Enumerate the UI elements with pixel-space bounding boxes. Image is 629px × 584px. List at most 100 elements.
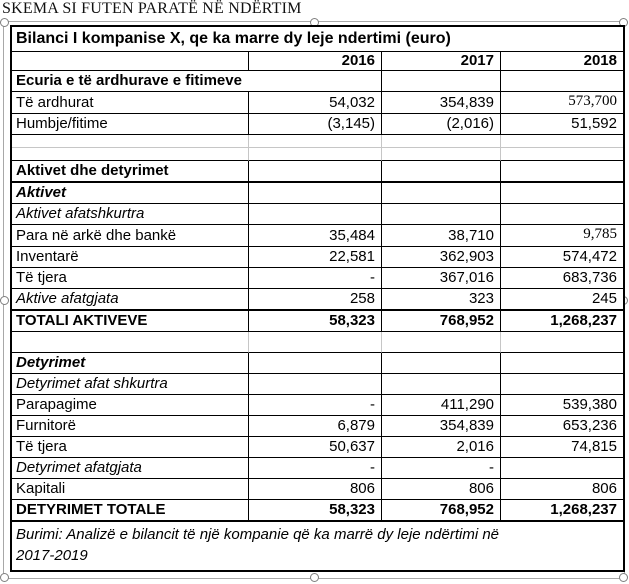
value-2017: - bbox=[382, 458, 501, 479]
selection-handle-bottom-left[interactable] bbox=[0, 573, 9, 582]
row-label: Para në arkë dhe bankë bbox=[12, 225, 249, 247]
row-label: Parapagime bbox=[12, 395, 249, 416]
value-2018: 1,268,237 bbox=[501, 311, 623, 332]
separator-row bbox=[12, 148, 623, 161]
empty-cell bbox=[382, 71, 501, 92]
value-2016: 806 bbox=[249, 479, 382, 500]
table-row: Të tjera 50,637 2,016 74,815 bbox=[12, 437, 623, 458]
balance-sheet-table[interactable]: Bilanci I kompanise X, qe ka marre dy le… bbox=[10, 25, 625, 572]
table-row: Detyrimet bbox=[12, 353, 623, 374]
source-note: Burimi: Analizë e bilancit të një kompan… bbox=[12, 522, 623, 570]
value-2018: 245 bbox=[501, 289, 623, 311]
table-row: Detyrimet afatgjata - - bbox=[12, 458, 623, 479]
value-2016: 50,637 bbox=[249, 437, 382, 458]
selection-handle-middle-left[interactable] bbox=[0, 296, 9, 305]
table-row: Të ardhurat 54,032 354,839 573,700 bbox=[12, 92, 623, 114]
empty-cell bbox=[382, 204, 501, 225]
table-row: Parapagime - 411,290 539,380 bbox=[12, 395, 623, 416]
section-label-current-liabilities: Detyrimet afat shkurtra bbox=[12, 374, 249, 395]
value-2016: - bbox=[249, 395, 382, 416]
row-label: Aktive afatgjata bbox=[12, 289, 249, 311]
value-2016: 258 bbox=[249, 289, 382, 311]
row-label: Kapitali bbox=[12, 479, 249, 500]
value-2018: 653,236 bbox=[501, 416, 623, 437]
value-2017: (2,016) bbox=[382, 114, 501, 135]
table-row: Detyrimet afat shkurtra bbox=[12, 374, 623, 395]
empty-cell bbox=[249, 183, 382, 204]
section-label-assets: Aktivet bbox=[12, 183, 249, 204]
empty-cell bbox=[12, 332, 249, 353]
value-2017: 354,839 bbox=[382, 92, 501, 114]
row-label: Të tjera bbox=[12, 268, 249, 289]
empty-cell bbox=[382, 332, 501, 353]
value-2016: 35,484 bbox=[249, 225, 382, 247]
empty-cell bbox=[501, 332, 623, 353]
table-row: Aktive afatgjata 258 323 245 bbox=[12, 289, 623, 311]
table-row: Furnitorë 6,879 354,839 653,236 bbox=[12, 416, 623, 437]
value-2016: 58,323 bbox=[249, 311, 382, 332]
value-2018: 1,268,237 bbox=[501, 500, 623, 522]
row-label: Të tjera bbox=[12, 437, 249, 458]
table-row: Bilanci I kompanise X, qe ka marre dy le… bbox=[12, 27, 623, 52]
value-2017: 411,290 bbox=[382, 395, 501, 416]
empty-cell bbox=[501, 374, 623, 395]
value-2018: 683,736 bbox=[501, 268, 623, 289]
table-row: 2016 2017 2018 bbox=[12, 52, 623, 71]
source-note-line1: Burimi: Analizë e bilancit të një kompan… bbox=[16, 526, 500, 543]
table-row: Humbje/fitime (3,145) (2,016) 51,592 bbox=[12, 114, 623, 135]
empty-cell bbox=[249, 204, 382, 225]
source-note-line2: 2017-2019 bbox=[16, 547, 88, 564]
section-label-longterm-liabilities: Detyrimet afatgjata bbox=[12, 458, 249, 479]
table-row: Aktivet afatshkurtra bbox=[12, 204, 623, 225]
empty-cell bbox=[501, 204, 623, 225]
section-label-assets-liabilities: Aktivet dhe detyrimet bbox=[12, 161, 249, 183]
separator-row bbox=[12, 332, 623, 353]
value-2017: 367,016 bbox=[382, 268, 501, 289]
col-header-2016: 2016 bbox=[249, 52, 382, 71]
total-assets-label: TOTALI AKTIVEVE bbox=[12, 311, 249, 332]
value-2016: - bbox=[249, 458, 382, 479]
selection-handle-bottom-center[interactable] bbox=[310, 573, 319, 582]
empty-cell bbox=[249, 374, 382, 395]
table-row: Të tjera - 367,016 683,736 bbox=[12, 268, 623, 289]
row-label: Inventarë bbox=[12, 247, 249, 268]
value-2018: 51,592 bbox=[501, 114, 623, 135]
empty-cell bbox=[12, 135, 249, 148]
empty-cell bbox=[382, 135, 501, 148]
value-2016: 6,879 bbox=[249, 416, 382, 437]
empty-cell bbox=[249, 148, 382, 161]
empty-cell bbox=[501, 135, 623, 148]
section-label-income: Ecuria e të ardhurave e fitimeve bbox=[12, 71, 382, 92]
empty-cell bbox=[382, 374, 501, 395]
table-row: TOTALI AKTIVEVE 58,323 768,952 1,268,237 bbox=[12, 311, 623, 332]
value-2018: 806 bbox=[501, 479, 623, 500]
empty-cell bbox=[501, 148, 623, 161]
value-2017: 362,903 bbox=[382, 247, 501, 268]
empty-cell bbox=[249, 332, 382, 353]
empty-cell bbox=[382, 353, 501, 374]
row-label: Të ardhurat bbox=[12, 92, 249, 114]
table-row: DETYRIMET TOTALE 58,323 768,952 1,268,23… bbox=[12, 500, 623, 522]
value-2018: 574,472 bbox=[501, 247, 623, 268]
table-row: Kapitali 806 806 806 bbox=[12, 479, 623, 500]
selection-handle-top-left[interactable] bbox=[0, 18, 9, 27]
row-label: Furnitorë bbox=[12, 416, 249, 437]
empty-cell bbox=[249, 353, 382, 374]
value-2018: 9,785 bbox=[501, 225, 623, 247]
table-row: Burimi: Analizë e bilancit të një kompan… bbox=[12, 522, 623, 570]
empty-cell bbox=[501, 161, 623, 183]
value-2018: 74,815 bbox=[501, 437, 623, 458]
empty-cell bbox=[382, 148, 501, 161]
table-row: Inventarë 22,581 362,903 574,472 bbox=[12, 247, 623, 268]
empty-cell bbox=[12, 148, 249, 161]
value-2017: 806 bbox=[382, 479, 501, 500]
col-header-2018: 2018 bbox=[501, 52, 623, 71]
selection-handle-bottom-right[interactable] bbox=[619, 573, 628, 582]
empty-cell bbox=[501, 353, 623, 374]
value-2017: 354,839 bbox=[382, 416, 501, 437]
value-2017: 768,952 bbox=[382, 311, 501, 332]
value-2018 bbox=[501, 458, 623, 479]
table-row: Aktivet bbox=[12, 183, 623, 204]
page-title: SKEMA SI FUTEN PARATË NË NDËRTIM bbox=[2, 0, 302, 17]
